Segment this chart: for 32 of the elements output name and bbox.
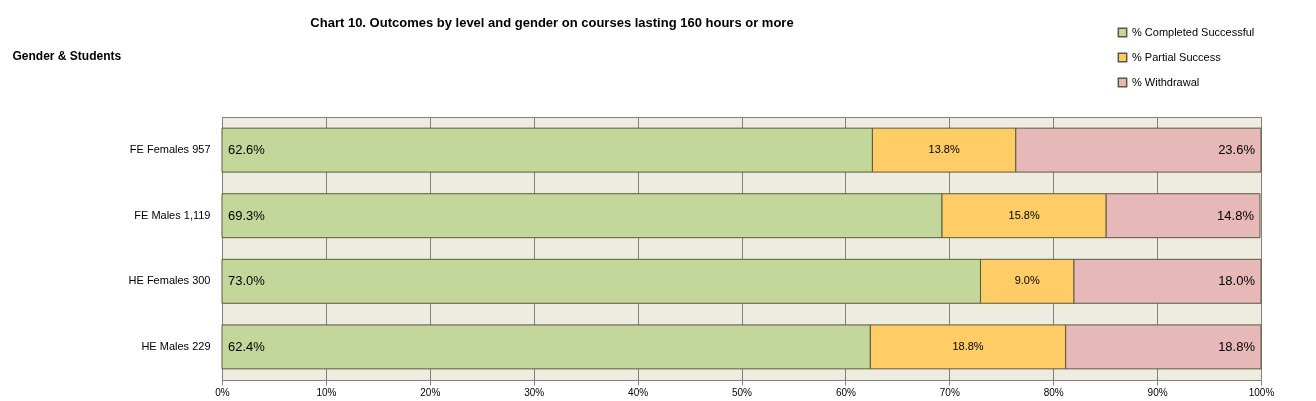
x-tick-label: 50% [731,386,753,398]
x-tick-label: 90% [1147,386,1168,398]
data-label: 18.8% [952,339,984,352]
legend-label: % Withdrawal [1132,75,1200,88]
x-tick-label: 100% [1248,386,1275,398]
data-label: 69.3% [228,207,266,223]
x-tick-label: 80% [1043,386,1064,398]
data-label: 18.0% [1218,273,1256,289]
y-tick-label: HE Males 229 [141,339,211,352]
x-tick-label: 40% [628,386,649,398]
legend-label: % Completed Successful [1132,25,1255,38]
data-label: 23.6% [1218,142,1256,158]
x-tick-label: 60% [835,386,857,398]
data-label: 18.8% [1218,338,1256,354]
data-label: 73.0% [228,273,266,289]
x-tick-label: 0% [215,386,230,398]
y-tick-label: FE Males 1,119 [134,208,211,221]
x-tick-label: 10% [316,386,337,398]
x-tick-label: 70% [939,386,960,398]
chart-title: Chart 10. Outcomes by level and gender on courses lasting 160 hours or more [310,15,794,30]
x-tick-label: 30% [524,386,545,398]
data-label: 9.0% [1014,274,1040,287]
x-tick-label: 20% [420,386,441,398]
data-label: 13.8% [928,143,960,156]
data-label: 14.8% [1217,207,1255,223]
data-label: 62.4% [228,338,266,354]
y-tick-label: FE Females 957 [129,143,211,156]
data-label: 62.6% [228,142,266,158]
data-label: 15.8% [1008,208,1040,221]
y-axis-title: Gender & Students [12,48,122,63]
y-tick-label: HE Females 300 [128,274,211,287]
legend-label: % Partial Success [1132,50,1222,63]
